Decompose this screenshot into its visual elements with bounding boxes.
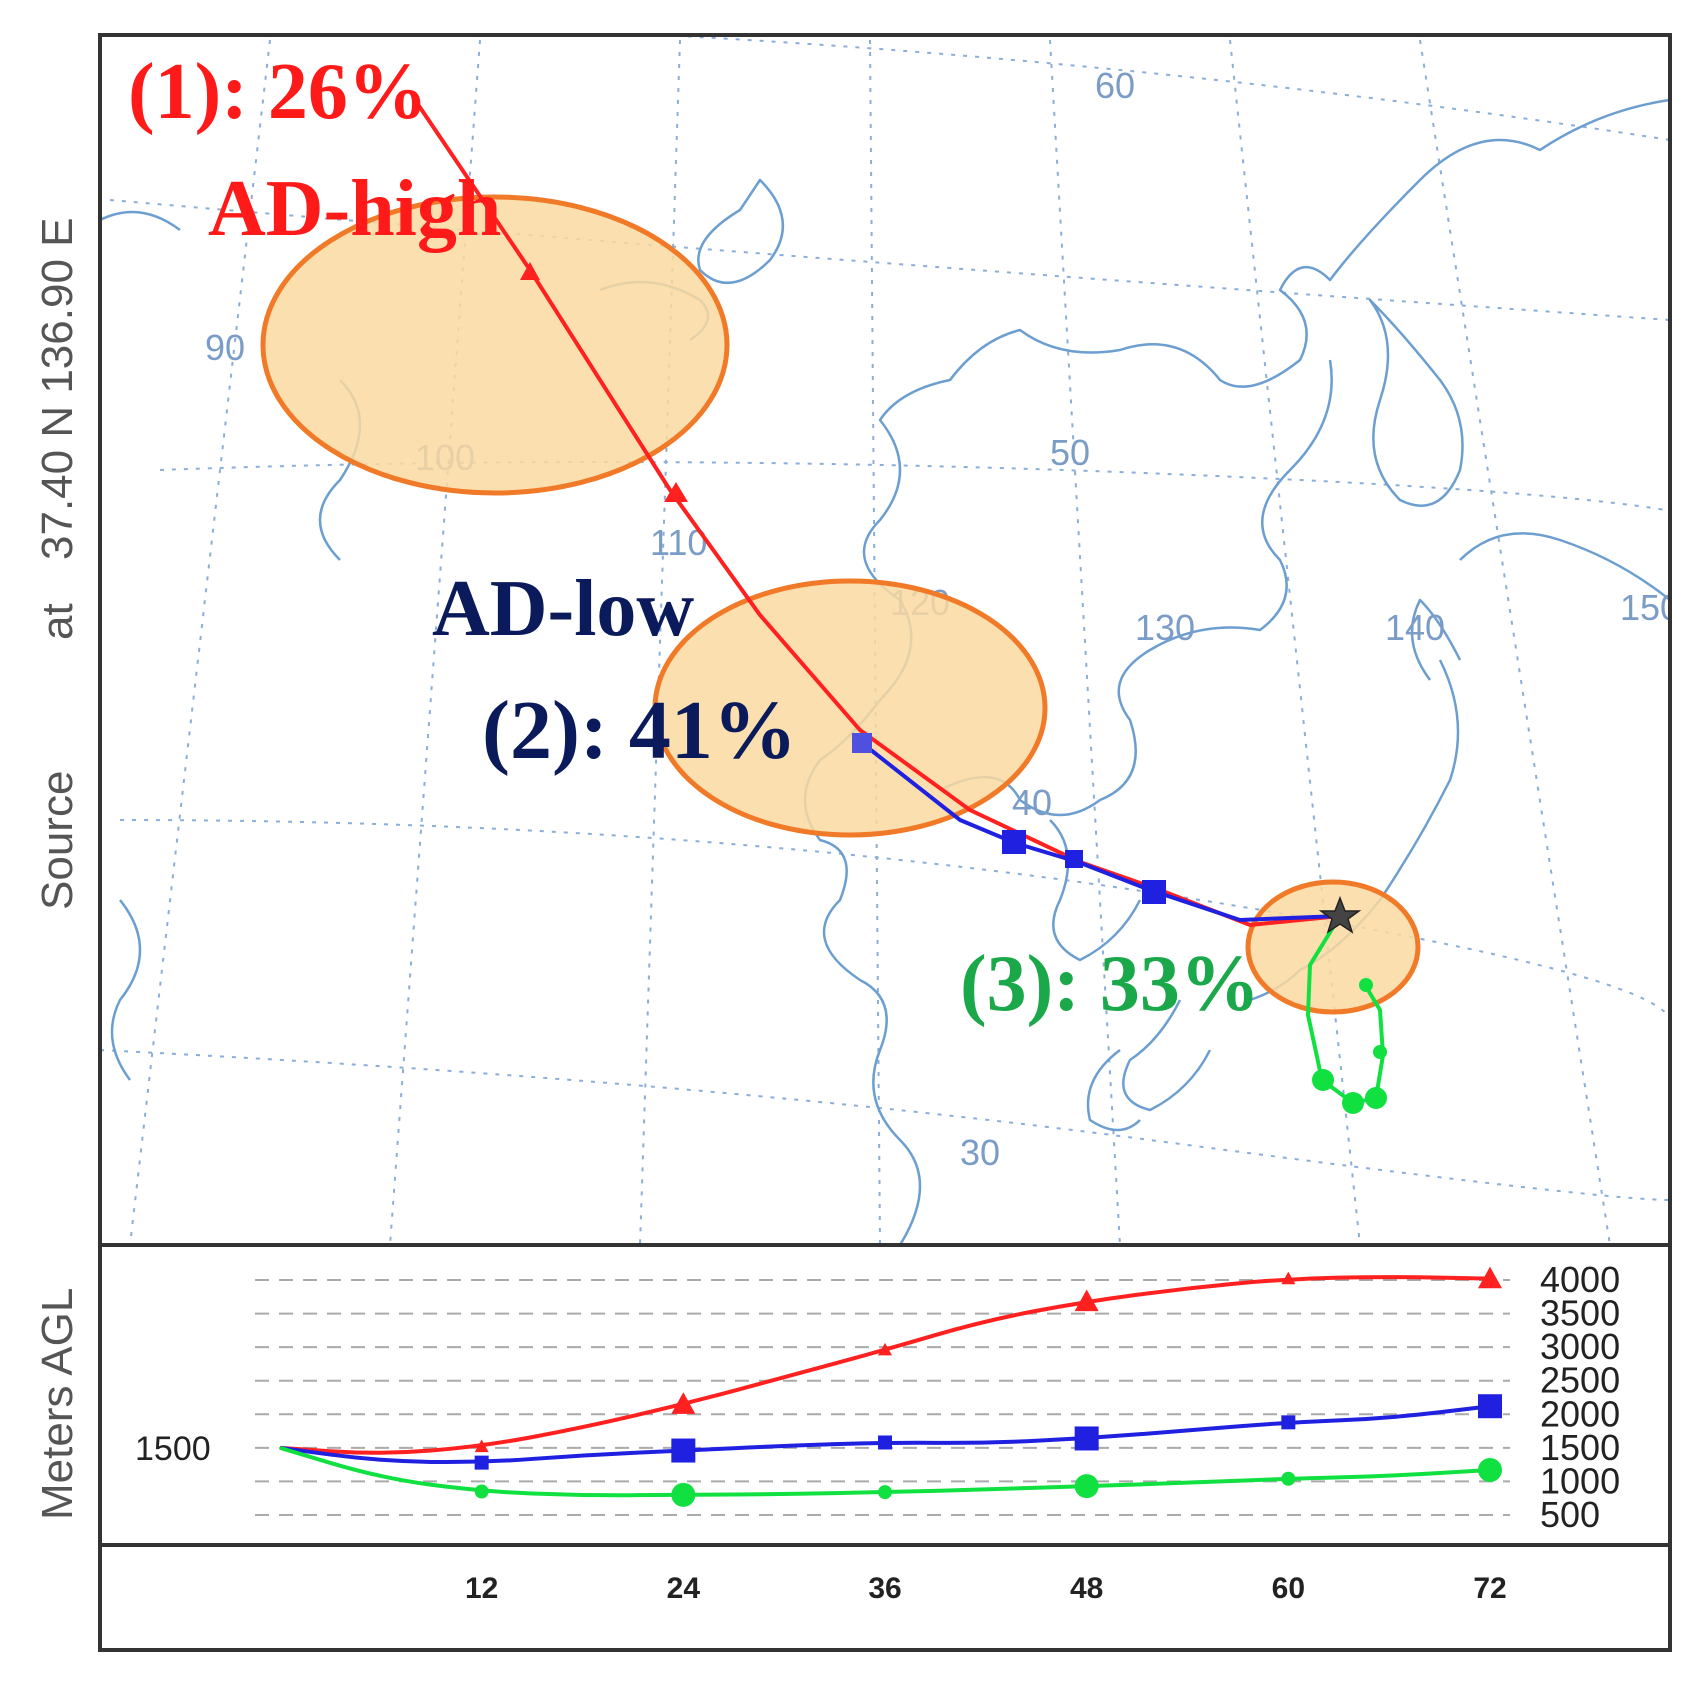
trajectory-low-marker [1359,978,1373,992]
height-series-point [878,1342,892,1356]
trajectory-high-marker [664,482,688,502]
ellipse-ad-low [652,578,1048,838]
x-axis-ticks: 12 24 36 48 60 72 [465,1572,1507,1605]
height-series-line [279,1404,1491,1465]
ellipse-local [1245,879,1421,1015]
cluster1-percent: (1): 26% [128,48,428,136]
coastlines [102,99,1668,1243]
height-series-point [671,1482,696,1507]
at-label: at [33,603,82,640]
height-series-point [1281,1415,1296,1430]
height-series-point [1478,1266,1502,1289]
trajectory-mid-marker [1142,880,1166,904]
trajectory-low-marker [1365,1087,1387,1109]
meters-agl-label: Meters AGL [33,1288,82,1520]
height-series-point [474,1439,489,1453]
lat-label-50: 50 [1050,432,1090,473]
height-series-point [1074,1474,1099,1499]
latitude-gridlines [102,37,1668,1201]
lon-label-140: 140 [1385,607,1445,648]
trajectory-low-marker [1342,1092,1364,1114]
height-series-point [878,1485,892,1500]
trajectory-low-marker [1373,1045,1387,1059]
cluster-ellipses [260,194,1421,1015]
lon-label-130: 130 [1135,607,1195,648]
map-trajectories [413,98,1387,1114]
height-series-point [1478,1394,1502,1419]
ad-low-label: AD-low [432,565,694,653]
height-series-line [279,1445,1491,1498]
lat-label-60: 60 [1095,65,1135,106]
trajectory-mid-marker [1002,830,1026,854]
height-series [279,1266,1502,1507]
trajectory-mid-marker [852,733,872,753]
cluster3-percent: (3): 33% [960,940,1260,1028]
x-tick-label: 48 [1070,1572,1103,1605]
y-tick-label: 3000 [1540,1326,1620,1367]
source-star-icon [1318,895,1362,934]
map-annotations: (1): 26% AD-high AD-low (2): 41% (3): 33… [128,48,1260,1028]
trajectory-mid-marker [1065,850,1083,868]
height-series-line [279,1275,1491,1455]
lon-label-150: 150 [1620,587,1680,628]
y-tick-label: 1500 [1540,1427,1620,1468]
height-series-point [1478,1458,1502,1483]
height-series-point [1281,1271,1296,1285]
lon-label-90: 90 [205,327,245,368]
ad-high-label: AD-high [208,165,501,253]
y-tick-label: 500 [1540,1494,1600,1535]
height-series-point [1074,1289,1099,1312]
y-tick-label: 2000 [1540,1393,1620,1434]
height-series-point [1074,1426,1099,1451]
x-tick-label: 60 [1272,1572,1305,1605]
trajectory-high-marker [520,262,540,280]
y-tick-label: 1000 [1540,1460,1620,1501]
ellipse-ad-high [260,194,730,496]
x-tick-label: 12 [465,1572,498,1605]
height-series-point [671,1438,696,1463]
map-panel: 60 50 30 90 100 110 120 130 140 150 40 [98,33,1680,1247]
source-coords-label: 37.40 N 136.90 E [33,218,82,560]
height-series-point [671,1392,696,1414]
height-series-point [878,1435,892,1450]
height-series-point [474,1484,489,1499]
trajectory-low-marker [1312,1069,1334,1091]
y-tick-label: 2500 [1540,1360,1620,1401]
lat-label-30: 30 [960,1132,1000,1173]
x-tick-label: 36 [868,1572,901,1605]
x-axis-panel: 12 24 36 48 60 72 [98,1543,1672,1652]
y-tick-label: 4000 [1540,1259,1620,1300]
lon-label-partial: 40 [1012,782,1052,823]
cluster2-percent: (2): 41% [482,684,797,777]
x-tick-label: 72 [1473,1572,1506,1605]
source-height-label: 1500 [135,1430,211,1468]
source-label: Source [33,771,82,910]
y-tick-label: 3500 [1540,1293,1620,1334]
height-series-point [1281,1471,1296,1486]
side-labels: Source at 37.40 N 136.90 E Meters AGL [33,218,82,1520]
height-series-point [474,1455,489,1470]
x-tick-label: 24 [667,1572,701,1605]
